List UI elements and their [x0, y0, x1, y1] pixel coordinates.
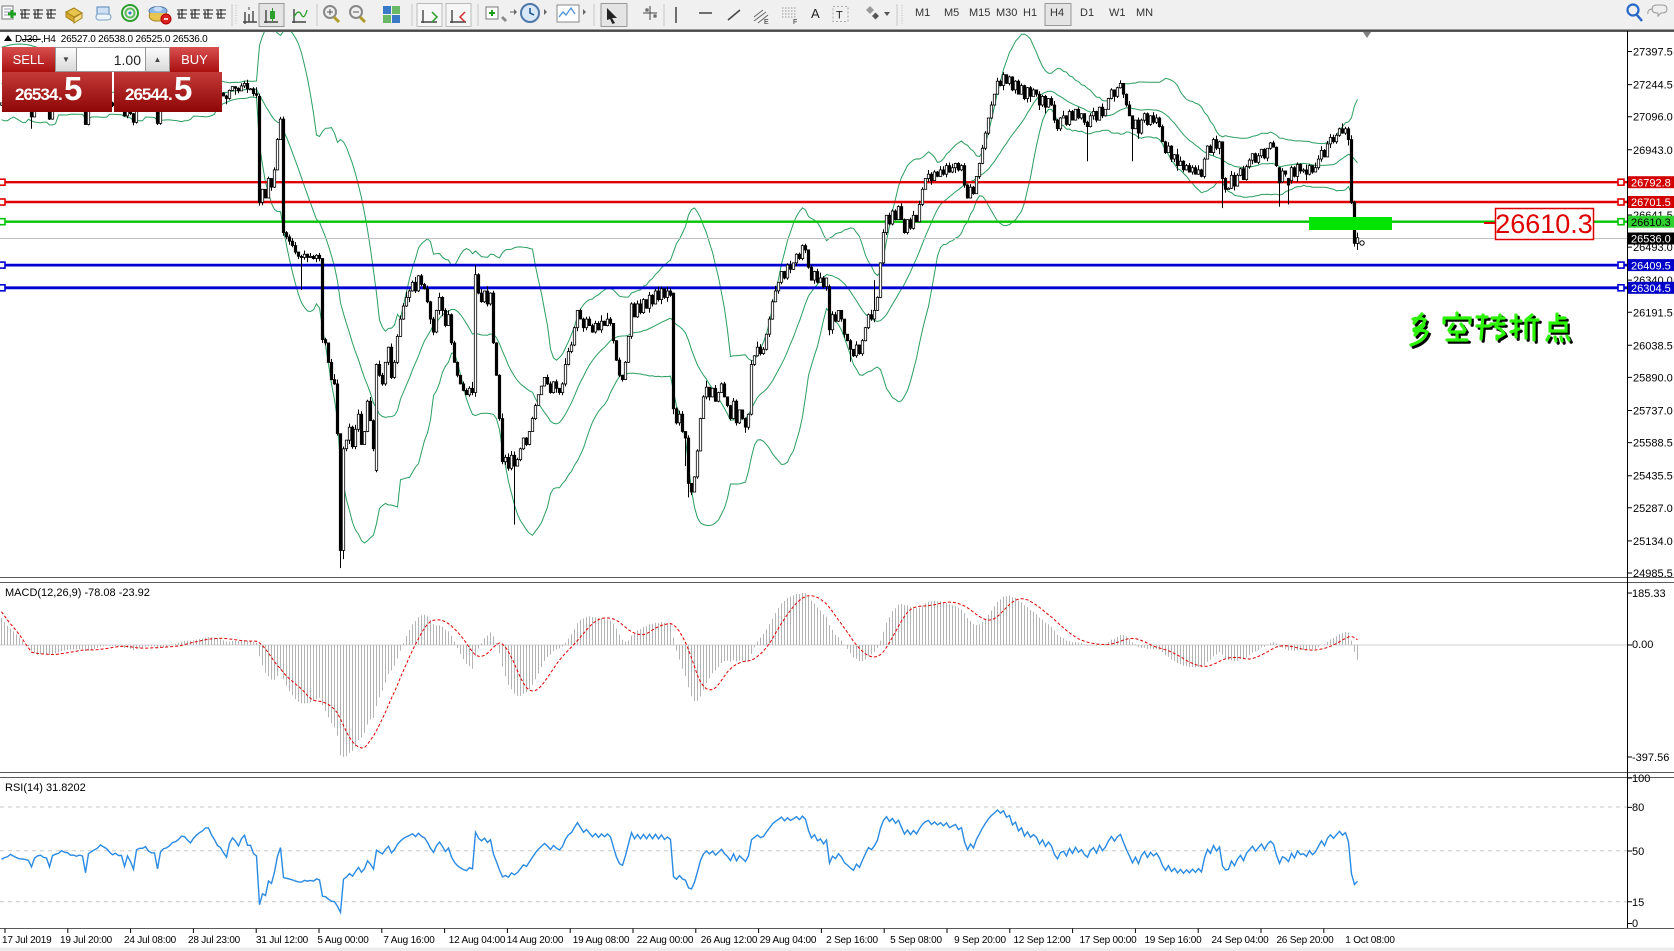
- svg-text:5 Aug 00:00: 5 Aug 00:00: [317, 935, 369, 946]
- svg-text:15: 15: [1632, 897, 1644, 909]
- svg-text:1 Oct 08:00: 1 Oct 08:00: [1345, 935, 1395, 946]
- svg-text:26191.5: 26191.5: [1633, 307, 1673, 319]
- svg-text:5 Sep 08:00: 5 Sep 08:00: [890, 935, 942, 946]
- svg-text:25287.0: 25287.0: [1633, 503, 1673, 515]
- svg-text:27244.5: 27244.5: [1633, 80, 1673, 92]
- svg-text:28 Jul 23:00: 28 Jul 23:00: [188, 935, 241, 946]
- svg-text:E: E: [764, 19, 769, 26]
- svg-text:12 Aug 04:00: 12 Aug 04:00: [449, 935, 506, 946]
- svg-text:29 Aug 04:00: 29 Aug 04:00: [760, 935, 817, 946]
- svg-text:50: 50: [1632, 846, 1644, 858]
- svg-text:25588.5: 25588.5: [1633, 438, 1673, 450]
- svg-text:19 Aug 08:00: 19 Aug 08:00: [573, 935, 630, 946]
- svg-text:26038.5: 26038.5: [1633, 340, 1673, 352]
- svg-text:7 Aug 16:00: 7 Aug 16:00: [383, 935, 435, 946]
- svg-text:185.33: 185.33: [1632, 588, 1666, 600]
- svg-text:2 Sep 16:00: 2 Sep 16:00: [826, 935, 878, 946]
- svg-text:14 Aug 20:00: 14 Aug 20:00: [507, 935, 564, 946]
- svg-text:MACD(12,26,9) -78.08 -23.92: MACD(12,26,9) -78.08 -23.92: [5, 587, 150, 599]
- svg-text:26792.8: 26792.8: [1631, 177, 1671, 189]
- svg-text:26610.3: 26610.3: [1631, 217, 1671, 229]
- svg-text:25890.0: 25890.0: [1633, 372, 1673, 384]
- svg-text:26701.5: 26701.5: [1631, 197, 1671, 209]
- svg-text:22 Aug 00:00: 22 Aug 00:00: [637, 935, 694, 946]
- svg-text:0: 0: [1632, 918, 1638, 930]
- svg-text:26536.0: 26536.0: [1631, 234, 1671, 246]
- svg-text:F: F: [793, 19, 797, 26]
- svg-text:24985.5: 24985.5: [1633, 568, 1673, 580]
- svg-text:-397.56: -397.56: [1632, 752, 1669, 764]
- svg-text:A: A: [811, 6, 820, 21]
- svg-text:24 Sep 04:00: 24 Sep 04:00: [1211, 935, 1269, 946]
- svg-text:17 Jul 2019: 17 Jul 2019: [2, 935, 52, 946]
- svg-text:26610.3: 26610.3: [1495, 209, 1593, 239]
- svg-text:19 Jul 20:00: 19 Jul 20:00: [60, 935, 113, 946]
- svg-text:RSI(14) 31.8202: RSI(14) 31.8202: [5, 782, 86, 794]
- svg-text:0.00: 0.00: [1632, 639, 1653, 651]
- svg-text:25435.5: 25435.5: [1633, 471, 1673, 483]
- svg-text:24 Jul 08:00: 24 Jul 08:00: [124, 935, 177, 946]
- svg-text:27096.0: 27096.0: [1633, 112, 1673, 124]
- svg-text:26 Sep 20:00: 26 Sep 20:00: [1276, 935, 1334, 946]
- svg-text:26493.0: 26493.0: [1633, 242, 1673, 254]
- svg-text:26304.5: 26304.5: [1631, 283, 1671, 295]
- svg-text:T: T: [836, 10, 843, 22]
- svg-text:9 Sep 20:00: 9 Sep 20:00: [954, 935, 1006, 946]
- svg-text:26409.5: 26409.5: [1631, 260, 1671, 272]
- svg-text:17 Sep 00:00: 17 Sep 00:00: [1079, 935, 1137, 946]
- svg-text:26943.0: 26943.0: [1633, 145, 1673, 157]
- svg-text:25737.0: 25737.0: [1633, 406, 1673, 418]
- svg-text:31 Jul 12:00: 31 Jul 12:00: [256, 935, 309, 946]
- svg-text:26 Aug 12:00: 26 Aug 12:00: [701, 935, 758, 946]
- svg-text:25134.0: 25134.0: [1633, 536, 1673, 548]
- svg-text:80: 80: [1632, 802, 1644, 814]
- svg-text:27397.5: 27397.5: [1633, 47, 1673, 59]
- svg-text:12 Sep 12:00: 12 Sep 12:00: [1013, 935, 1071, 946]
- svg-text:19 Sep 16:00: 19 Sep 16:00: [1144, 935, 1202, 946]
- svg-text:100: 100: [1632, 773, 1650, 785]
